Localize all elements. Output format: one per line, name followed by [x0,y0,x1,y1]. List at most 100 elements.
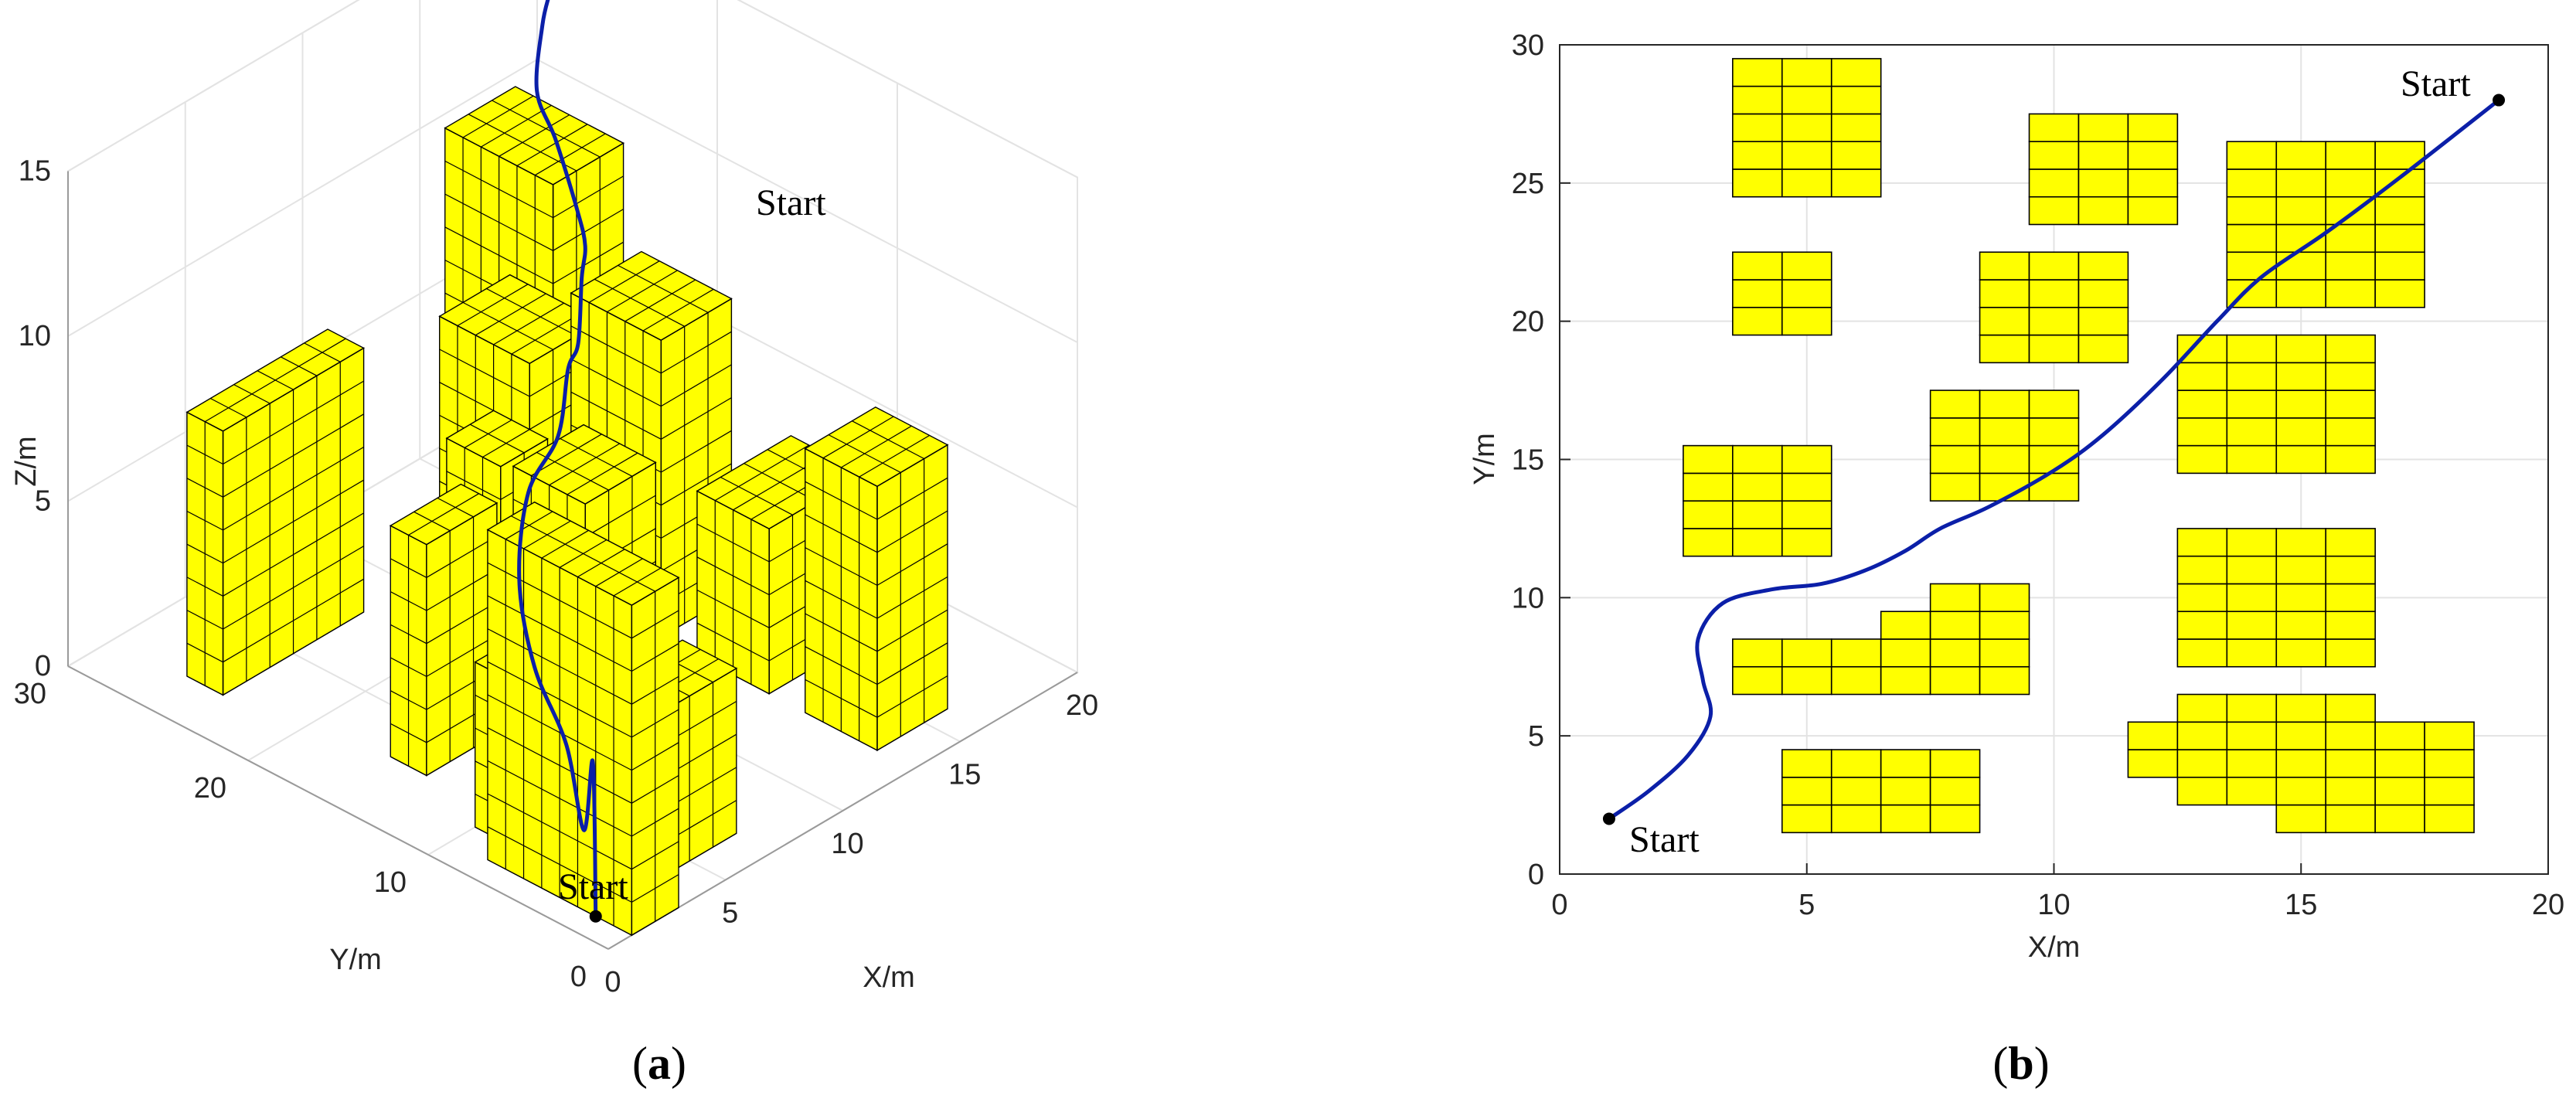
panel-b-obstacle-cell [1732,665,1783,696]
panel-b-obstacle-cell [2226,749,2278,778]
panel-b-obstacle-cell [2077,113,2129,142]
panel-a-obstacle-edge [531,434,602,477]
panel-b-obstacle [2275,777,2475,834]
panel-a-obstacle-edge [876,609,948,652]
panel-b-obstacle-cell [2176,362,2228,391]
panel-a-obstacle-edge [631,841,679,870]
panel-b-obstacle-cell [2275,251,2327,281]
panel-b-obstacle-cell [1929,583,1981,613]
panel-a-z-tick-label: 5 [35,485,51,518]
panel-a-obstacle-edge [805,679,878,718]
panel-a-y-axis [67,665,609,950]
panel-b-obstacle-cell [2077,334,2129,364]
panel-a-obstacle-edge [390,558,427,578]
panel-b-y-axis-label: Y/m [1468,433,1501,485]
panel-b-obstacle-cell [2077,306,2129,336]
panel-b-obstacle-cell [2176,583,2228,613]
panel-b-obstacle-cell [2325,334,2376,364]
panel-b-obstacle-cell [2226,721,2278,750]
panel-a-obstacle-edge [876,675,948,718]
panel-b-obstacle-cell [2176,777,2228,806]
panel-a-obstacle-edge [426,536,498,578]
panel-b-obstacle [1683,444,1832,557]
panel-a-obstacle-edge [805,646,878,685]
panel-a-obstacle-edge [631,874,679,903]
panel-b-obstacle-cell [1830,58,1882,87]
panel-a-x-tick-label: 0 [604,966,621,998]
panel-a-obstacle-edge [390,591,427,611]
panel-b-obstacle-cell [2176,444,2228,475]
panel-b-obstacle-cell [2374,749,2425,778]
panel-a-obstacle-edge [487,595,632,672]
panel-b-path [1602,94,2506,825]
panel-a-obstacle-edge [714,444,809,502]
panel-b-obstacle-cell [1880,804,1931,834]
panel-a-obstacle-edge [876,708,948,751]
panel-a-obstacle-edge [390,756,427,777]
panel-a-obstacle-edge [661,298,732,341]
panel-b-y-tick-label: 20 [1512,306,1544,338]
panel-b-obstacle-cell [2325,444,2376,475]
panel-a-obstacle-edge [390,624,427,645]
panel-a-obstacle-edge [186,610,223,630]
panel-a-obstacle-edge [204,338,346,423]
panel-b-obstacle-cell [1781,472,1832,502]
panel-b-obstacle-cell [1979,390,2030,419]
panel-b-obstacle-cell [1979,279,2030,308]
panel-b-obstacle-cell [2275,141,2327,170]
panel-a-obstacle-edge [469,424,525,454]
panel-a-obstacle-edge [570,391,662,440]
panel-a-obstacle-edge [631,742,679,771]
panel-b-obstacle-cell [1979,306,2030,336]
panel-a-obstacle-edge [631,808,679,837]
panel-a-obstacles [185,86,949,937]
panel-b-caption: (b) [1992,1038,2049,1089]
panel-a-obstacle-edge [553,241,624,284]
panel-b-obstacle-cell [2275,638,2327,668]
panel-b-obstacle-cell [2127,721,2179,750]
panel-b-obstacle-cell [1732,500,1783,529]
panel-a-obstacle-edge [805,712,878,751]
panel-a-obstacle-edge [588,260,660,303]
panel-a-obstacle-edge [499,114,570,157]
panel-a-obstacle-edge [186,444,223,465]
panel-a-obstacle-edge [553,175,624,219]
panel-b-obstacle-cell [2325,777,2376,806]
panel-a-obstacle-edge [876,576,948,619]
panel-a-obstacle-edge [577,549,625,578]
panel-a-obstacle-edge [696,556,770,596]
panel-a-obstacle-edge [631,610,679,639]
panel-b-y-tick-label: 0 [1528,859,1544,891]
panel-a-obstacle-edge [594,278,685,327]
panel-a-obstacle-edge [444,226,553,284]
panel-b-obstacle-cell [1880,665,1931,696]
panel-b-obstacle-cell [1732,306,1783,336]
panel-a-obstacle-edge [408,493,479,536]
panel-a-wall-grid [536,59,1078,343]
panel-b-obstacle-cell [1929,472,1981,502]
panel-b-obstacle-cell [2226,196,2278,226]
panel-a-obstacle-edge [223,479,364,564]
panel-b-obstacle-cell [1732,472,1783,502]
panel-a-obstacle-edge [570,359,662,407]
panel-b-obstacle-cell [2374,721,2425,750]
panel-b-obstacle-cell [1732,279,1783,308]
panel-b-obstacle-cell [2028,251,2080,281]
panel-b-x-tick-label: 5 [1798,889,1815,921]
panel-b-obstacle-cell [1781,113,1832,142]
panel-b-obstacle-cell [1979,583,2030,613]
panel-b-obstacle-cell [1781,141,1832,170]
panel-a-obstacle-edge [487,760,632,837]
panel-a-obstacle-edge [446,471,502,500]
panel-b-x-axis-label: X/m [2028,931,2081,964]
panel-a-obstacle-edge [584,495,656,538]
panel-b-obstacle-cell [2028,390,2080,419]
panel-b-obstacle-cell [2127,141,2179,170]
panel-b-obstacle-cell [1830,638,1882,668]
panel-a-obstacle-edge [595,558,643,587]
panel-a-z-tick-label: 15 [19,155,51,188]
panel-b-obstacle-cell [1683,528,1734,557]
panel-a-obstacle-edge [487,628,632,705]
panel-b-obstacle-cell [2226,362,2278,391]
